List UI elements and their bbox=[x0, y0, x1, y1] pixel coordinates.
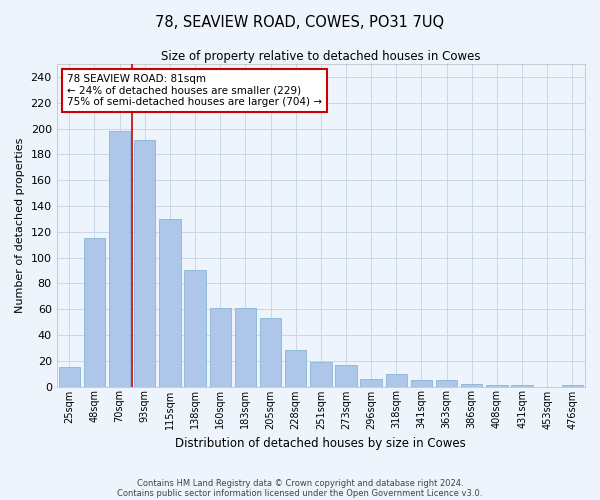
Bar bbox=[310, 362, 332, 386]
Title: Size of property relative to detached houses in Cowes: Size of property relative to detached ho… bbox=[161, 50, 481, 63]
Bar bbox=[335, 364, 356, 386]
Bar bbox=[511, 385, 533, 386]
Bar bbox=[436, 380, 457, 386]
Bar bbox=[562, 385, 583, 386]
Bar bbox=[209, 308, 231, 386]
X-axis label: Distribution of detached houses by size in Cowes: Distribution of detached houses by size … bbox=[175, 437, 466, 450]
Bar bbox=[184, 270, 206, 386]
Bar bbox=[285, 350, 307, 386]
Text: 78 SEAVIEW ROAD: 81sqm
← 24% of detached houses are smaller (229)
75% of semi-de: 78 SEAVIEW ROAD: 81sqm ← 24% of detached… bbox=[67, 74, 322, 107]
Bar bbox=[134, 140, 155, 386]
Bar bbox=[235, 308, 256, 386]
Bar bbox=[361, 379, 382, 386]
Bar bbox=[159, 219, 181, 386]
Bar bbox=[411, 380, 432, 386]
Bar bbox=[59, 367, 80, 386]
Y-axis label: Number of detached properties: Number of detached properties bbox=[15, 138, 25, 313]
Bar bbox=[386, 374, 407, 386]
Text: Contains public sector information licensed under the Open Government Licence v3: Contains public sector information licen… bbox=[118, 488, 482, 498]
Text: Contains HM Land Registry data © Crown copyright and database right 2024.: Contains HM Land Registry data © Crown c… bbox=[137, 478, 463, 488]
Bar bbox=[84, 238, 105, 386]
Text: 78, SEAVIEW ROAD, COWES, PO31 7UQ: 78, SEAVIEW ROAD, COWES, PO31 7UQ bbox=[155, 15, 445, 30]
Bar bbox=[486, 385, 508, 386]
Bar bbox=[109, 131, 130, 386]
Bar bbox=[461, 384, 482, 386]
Bar bbox=[260, 318, 281, 386]
